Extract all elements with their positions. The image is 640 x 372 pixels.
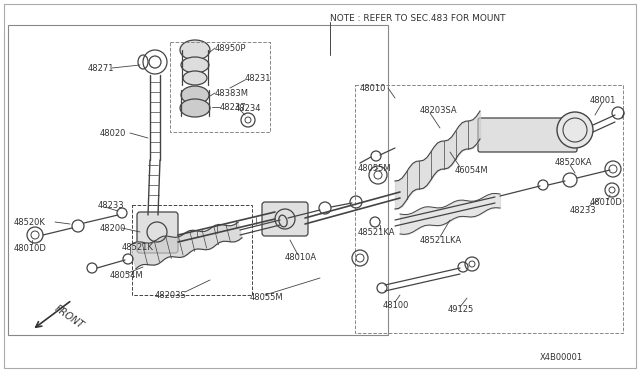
Ellipse shape [183, 71, 207, 85]
Ellipse shape [180, 99, 210, 117]
Bar [170, 42, 270, 132]
Text: 48010A: 48010A [285, 253, 317, 263]
Text: 48010D: 48010D [14, 244, 47, 253]
Text: 48231: 48231 [245, 74, 271, 83]
Text: 48234: 48234 [235, 103, 262, 112]
Text: 48520K: 48520K [14, 218, 46, 227]
Text: 48521K: 48521K [122, 243, 154, 251]
Text: 48233: 48233 [570, 205, 596, 215]
Bar [8, 25, 388, 335]
FancyBboxPatch shape [262, 202, 308, 236]
Text: 48383M: 48383M [215, 89, 249, 97]
Text: 48203S: 48203S [155, 291, 187, 299]
FancyBboxPatch shape [478, 118, 577, 152]
Text: 48054M: 48054M [110, 270, 143, 279]
Text: 48237: 48237 [220, 103, 246, 112]
Text: 48520KA: 48520KA [555, 157, 593, 167]
Circle shape [557, 112, 593, 148]
Ellipse shape [180, 40, 210, 60]
Bar [132, 205, 252, 295]
Ellipse shape [181, 57, 209, 73]
Text: 48200: 48200 [100, 224, 126, 232]
Text: 48203SA: 48203SA [420, 106, 458, 115]
Text: FRONT: FRONT [52, 304, 85, 331]
Text: 49125: 49125 [448, 305, 474, 314]
Text: 48001: 48001 [590, 96, 616, 105]
Text: 48950P: 48950P [215, 44, 246, 52]
Text: NOTE : REFER TO SEC.483 FOR MOUNT: NOTE : REFER TO SEC.483 FOR MOUNT [330, 13, 506, 22]
Polygon shape [130, 222, 242, 269]
Ellipse shape [279, 215, 287, 227]
Text: 48271: 48271 [88, 64, 115, 73]
Text: X4B00001: X4B00001 [540, 353, 583, 362]
Text: 48233: 48233 [98, 201, 125, 209]
Text: 48100: 48100 [383, 301, 410, 310]
Bar [355, 85, 623, 333]
Ellipse shape [181, 86, 209, 104]
Text: 46054M: 46054M [455, 166, 488, 174]
Text: 48055M: 48055M [250, 294, 284, 302]
Text: 48521LKA: 48521LKA [420, 235, 462, 244]
Text: 48055M: 48055M [358, 164, 392, 173]
Text: 48010: 48010 [360, 83, 387, 93]
Text: 48010D: 48010D [590, 198, 623, 206]
Text: 48521KA: 48521KA [358, 228, 396, 237]
FancyBboxPatch shape [137, 212, 178, 253]
Text: 48020: 48020 [100, 128, 126, 138]
